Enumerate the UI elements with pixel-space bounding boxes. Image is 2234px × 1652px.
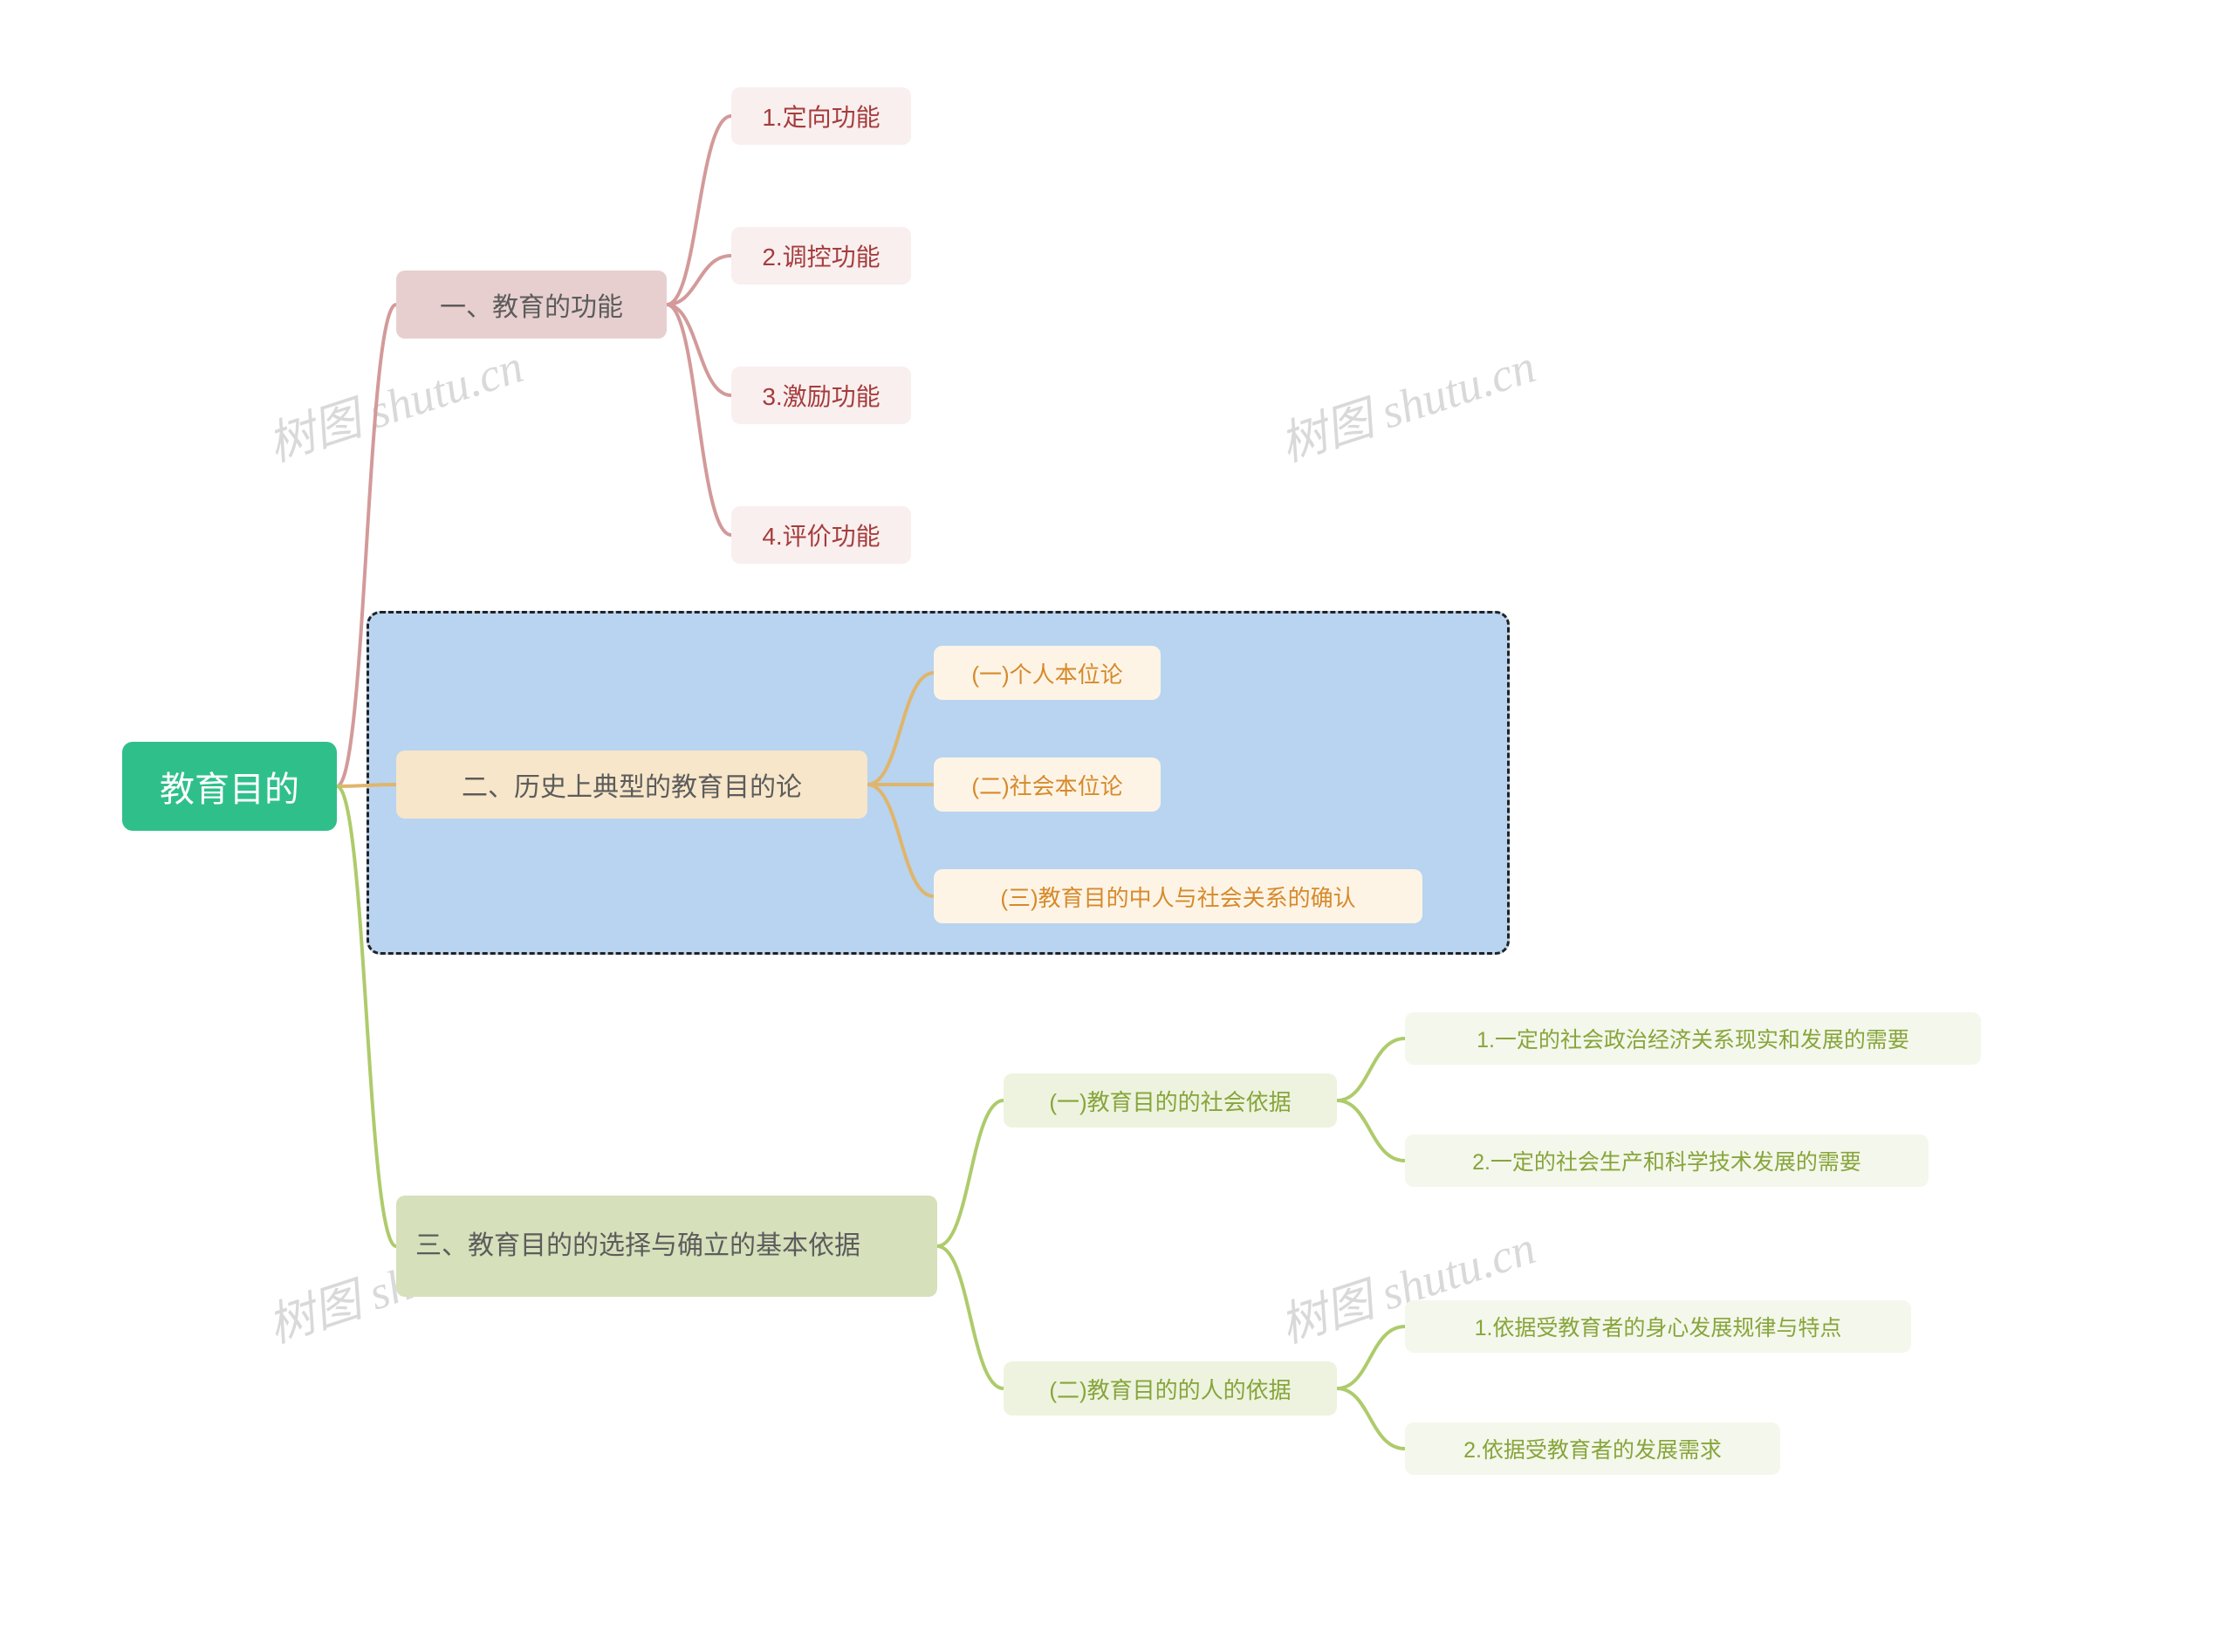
watermark: 树图 shutu.cn: [257, 327, 531, 475]
branch-3-child-1-grandchild-1[interactable]: 1.一定的社会政治经济关系现实和发展的需要: [1405, 1012, 1981, 1065]
branch-3-child-2-grandchild-1[interactable]: 1.依据受教育者的身心发展规律与特点: [1405, 1300, 1911, 1353]
branch-3-child-2[interactable]: (二)教育目的的人的依据: [1004, 1361, 1337, 1416]
branch-1[interactable]: 一、教育的功能: [396, 271, 667, 339]
branch-3[interactable]: 三、教育目的的选择与确立的基本依据: [396, 1196, 937, 1297]
branch-1-child-4[interactable]: 4.评价功能: [731, 506, 911, 564]
branch-1-child-1[interactable]: 1.定向功能: [731, 87, 911, 145]
branch-3-child-1-grandchild-2[interactable]: 2.一定的社会生产和科学技术发展的需要: [1405, 1134, 1929, 1187]
mindmap-canvas: 树图 shutu.cn 树图 shutu.cn 树图 shutu.cn 树图 s…: [0, 0, 2234, 1652]
branch-2-child-2[interactable]: (二)社会本位论: [934, 757, 1161, 812]
branch-2-child-1[interactable]: (一)个人本位论: [934, 646, 1161, 700]
watermark: 树图 shutu.cn: [1270, 327, 1543, 475]
branch-2-child-3[interactable]: (三)教育目的中人与社会关系的确认: [934, 869, 1422, 923]
branch-3-child-1[interactable]: (一)教育目的的社会依据: [1004, 1073, 1337, 1128]
branch-2[interactable]: 二、历史上典型的教育目的论: [396, 751, 867, 819]
branch-1-child-2[interactable]: 2.调控功能: [731, 227, 911, 284]
root-node[interactable]: 教育目的: [122, 742, 337, 831]
branch-1-child-3[interactable]: 3.激励功能: [731, 367, 911, 424]
branch-3-child-2-grandchild-2[interactable]: 2.依据受教育者的发展需求: [1405, 1422, 1780, 1475]
